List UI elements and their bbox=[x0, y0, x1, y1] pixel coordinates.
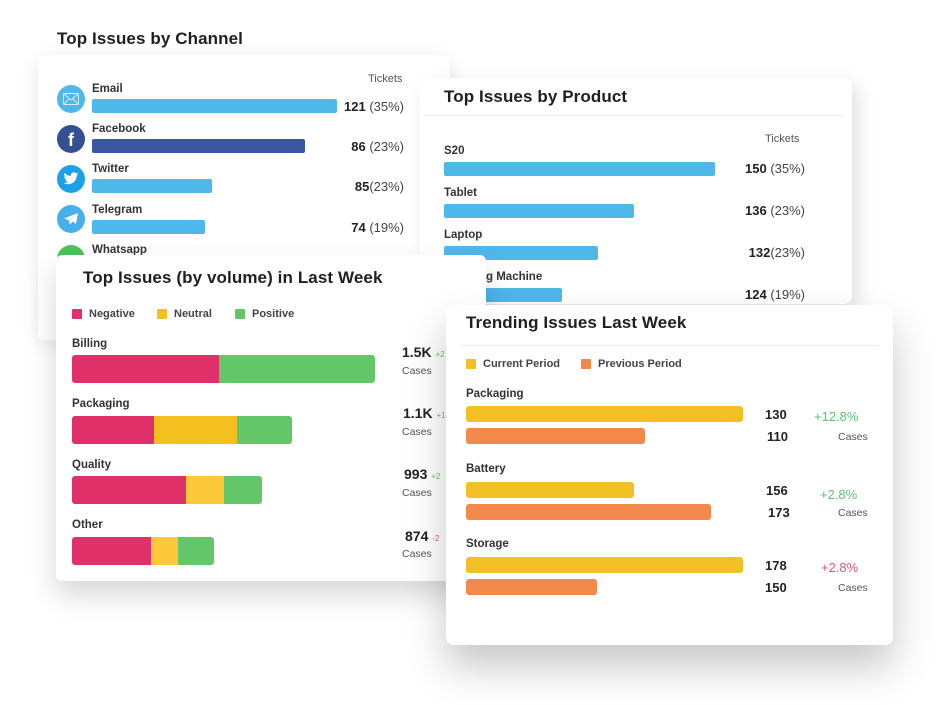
channel-bar-twitter bbox=[92, 179, 212, 193]
negative-segment bbox=[72, 476, 186, 504]
product-card-divider bbox=[424, 115, 844, 116]
legend-current-period: Current Period bbox=[466, 358, 560, 370]
trending-previous-value: 173 bbox=[768, 505, 790, 520]
trending-bar-previous-packaging bbox=[466, 428, 645, 444]
negative-segment bbox=[72, 537, 151, 565]
product-label: g Machine bbox=[486, 271, 543, 283]
negative-segment bbox=[72, 355, 219, 383]
previous-swatch bbox=[581, 359, 591, 369]
volume-bar-other bbox=[72, 537, 214, 565]
product-card-title: Top Issues by Product bbox=[444, 87, 628, 106]
volume-label: Packaging bbox=[72, 398, 130, 410]
volume-label: Billing bbox=[72, 338, 108, 350]
trending-bar-previous-storage bbox=[466, 579, 597, 595]
channel-bar-telegram bbox=[92, 220, 205, 234]
volume-value: 874 -2 bbox=[405, 528, 440, 544]
channel-label: Twitter bbox=[92, 163, 129, 175]
product-bar-tablet bbox=[444, 204, 634, 218]
trending-label: Packaging bbox=[466, 388, 524, 400]
product-bar-s20 bbox=[444, 162, 715, 176]
volume-label: Quality bbox=[72, 459, 111, 471]
legend-neutral: Neutral bbox=[157, 308, 212, 320]
channel-bar-email bbox=[92, 99, 337, 113]
product-card: Top Issues by Product Tickets S20 150 (3… bbox=[420, 78, 852, 304]
trending-unit: Cases bbox=[838, 582, 868, 594]
legend-previous-period: Previous Period bbox=[581, 358, 682, 370]
channel-value: 74 (19%) bbox=[351, 220, 404, 235]
trending-card-divider bbox=[460, 345, 879, 346]
trending-current-value: 156 bbox=[766, 483, 788, 498]
product-value: 150 (35%) bbox=[745, 161, 805, 176]
trending-delta: +12.8% bbox=[814, 409, 859, 424]
channel-value: 85(23%) bbox=[354, 179, 404, 194]
positive-segment bbox=[178, 537, 214, 565]
neutral-segment bbox=[186, 476, 224, 504]
negative-segment bbox=[72, 416, 154, 444]
trending-bar-current-storage bbox=[466, 557, 743, 573]
facebook-icon: f bbox=[57, 125, 85, 153]
positive-swatch bbox=[235, 309, 245, 319]
trending-label: Battery bbox=[466, 463, 506, 475]
channel-label: Whatsapp bbox=[92, 244, 147, 256]
negative-swatch bbox=[72, 309, 82, 319]
product-label: Tablet bbox=[444, 187, 478, 199]
product-value: 136 (23%) bbox=[745, 203, 805, 218]
volume-unit: Cases bbox=[402, 365, 432, 377]
trending-label: Storage bbox=[466, 538, 509, 550]
trending-card-title: Trending Issues Last Week bbox=[466, 313, 687, 332]
current-swatch bbox=[466, 359, 476, 369]
volume-value: 1.1K +1 bbox=[403, 405, 446, 421]
trending-previous-value: 110 bbox=[767, 429, 788, 444]
volume-unit: Cases bbox=[402, 487, 432, 499]
volume-card-title: Top Issues (by volume) in Last Week bbox=[83, 268, 383, 287]
trending-card: Trending Issues Last Week Current Period… bbox=[446, 305, 893, 645]
legend-positive: Positive bbox=[235, 308, 294, 320]
trending-current-value: 178 bbox=[765, 558, 787, 573]
trending-previous-value: 150 bbox=[765, 580, 787, 595]
volume-label: Other bbox=[72, 519, 103, 531]
trending-unit: Cases bbox=[838, 431, 868, 443]
channel-value: 121 (35%) bbox=[344, 99, 404, 114]
neutral-segment bbox=[154, 416, 237, 444]
product-tickets-header: Tickets bbox=[765, 133, 800, 145]
product-value: 132(23%) bbox=[748, 245, 805, 260]
product-value: 124 (19%) bbox=[745, 287, 805, 302]
trending-bar-current-battery bbox=[466, 482, 634, 498]
twitter-icon bbox=[57, 165, 85, 193]
trending-bar-current-packaging bbox=[466, 406, 743, 422]
volume-unit: Cases bbox=[402, 426, 432, 438]
channel-label: Telegram bbox=[92, 204, 143, 216]
positive-segment bbox=[237, 416, 292, 444]
positive-segment bbox=[224, 476, 262, 504]
volume-bar-quality bbox=[72, 476, 262, 504]
volume-value: 993 +2 bbox=[404, 466, 441, 482]
telegram-icon bbox=[57, 205, 85, 233]
trending-delta: +2.8% bbox=[820, 487, 858, 502]
channel-value: 86 (23%) bbox=[351, 139, 404, 154]
volume-bar-billing bbox=[72, 355, 375, 383]
trending-unit: Cases bbox=[838, 507, 868, 519]
email-icon bbox=[57, 85, 85, 113]
neutral-segment bbox=[151, 537, 178, 565]
trending-current-value: 130 bbox=[765, 407, 787, 422]
positive-segment bbox=[219, 355, 375, 383]
channel-bar-facebook bbox=[92, 139, 305, 153]
channel-tickets-header: Tickets bbox=[368, 73, 403, 85]
product-label: S20 bbox=[444, 145, 465, 157]
volume-value: 1.5K +2 bbox=[402, 344, 445, 360]
trending-bar-previous-battery bbox=[466, 504, 711, 520]
channel-card-header bbox=[38, 20, 450, 58]
volume-card: Top Issues (by volume) in Last Week Nega… bbox=[56, 255, 486, 581]
legend-negative: Negative bbox=[72, 308, 135, 320]
volume-bar-packaging bbox=[72, 416, 292, 444]
product-label: Laptop bbox=[444, 229, 483, 241]
channel-label: Email bbox=[92, 83, 123, 95]
channel-card-title: Top Issues by Channel bbox=[57, 29, 243, 48]
neutral-swatch bbox=[157, 309, 167, 319]
volume-unit: Cases bbox=[402, 548, 432, 560]
trending-delta: +2.8% bbox=[821, 560, 859, 575]
channel-label: Facebook bbox=[92, 123, 146, 135]
